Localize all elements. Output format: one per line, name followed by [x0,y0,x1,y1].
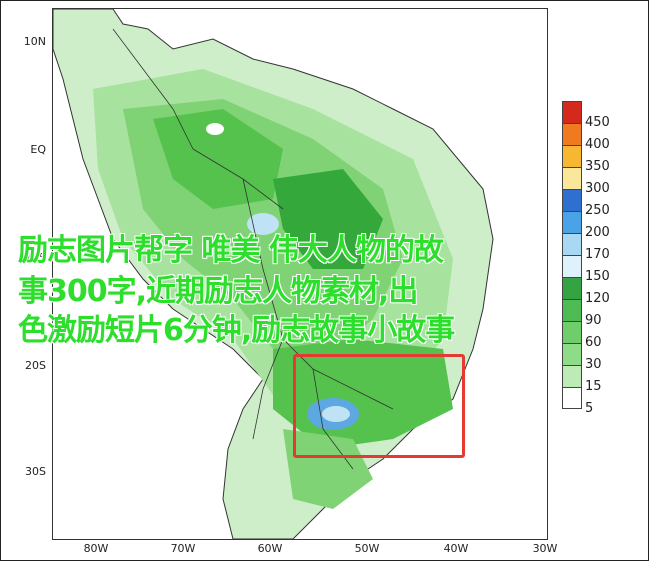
legend-swatch [562,167,582,189]
legend-label: 90 [585,313,602,328]
overlay-text-line-3: 色激励短片6分钟,励志故事小故事 [18,313,455,348]
legend-label: 200 [585,225,610,240]
color-legend [562,101,582,409]
legend-swatch [562,387,582,409]
legend-label: 150 [585,269,610,284]
lon-label-40w: 40W [443,542,469,555]
overlay-text-line-2: 事300字,近期励志人物素材,出 [18,274,418,309]
lat-label-10s: 10S [25,251,46,264]
legend-label: 30 [585,357,602,372]
legend-swatch [562,365,582,387]
legend-swatch [562,299,582,321]
lon-label-30w: 30W [532,542,558,555]
rain-peak-north-small [206,123,224,135]
highlight-region-box [293,354,465,458]
legend-swatch [562,123,582,145]
lat-label-10n: 10N [23,35,46,48]
legend-swatch [562,189,582,211]
rain-peak-light-east [322,406,350,422]
map-panel [52,8,548,540]
legend-label: 60 [585,335,602,350]
lat-label-eq: EQ [30,143,46,156]
legend-label: 5 [585,401,594,416]
legend-label: 300 [585,181,610,196]
legend-swatch [562,145,582,167]
lat-label-20s: 20S [25,359,46,372]
precipitation-map [53,9,494,539]
legend-label: 250 [585,203,610,218]
rain-zone-south [283,429,373,509]
legend-swatch [562,343,582,365]
legend-label: 350 [585,159,610,174]
legend-label: 170 [585,247,610,262]
legend-label: 450 [585,115,610,130]
lon-label-70w: 70W [170,542,196,555]
legend-swatch [562,211,582,233]
legend-swatch [562,277,582,299]
legend-label: 120 [585,291,610,306]
lon-label-80w: 80W [83,542,109,555]
lon-label-60w: 60W [257,542,283,555]
legend-label: 15 [585,379,602,394]
legend-swatch [562,255,582,277]
lon-label-50w: 50W [354,542,380,555]
legend-swatch [562,233,582,255]
legend-swatch [562,321,582,343]
legend-swatch [562,101,582,123]
overlay-text-line-1: 励志图片帮字 唯美 伟大人物的故 [18,233,444,268]
country-borders [112,28,394,470]
rain-zone-heavy-center [273,169,383,269]
legend-label: 400 [585,137,610,152]
rain-peak-blue-north [247,213,279,235]
lat-label-30s: 30S [25,465,46,478]
